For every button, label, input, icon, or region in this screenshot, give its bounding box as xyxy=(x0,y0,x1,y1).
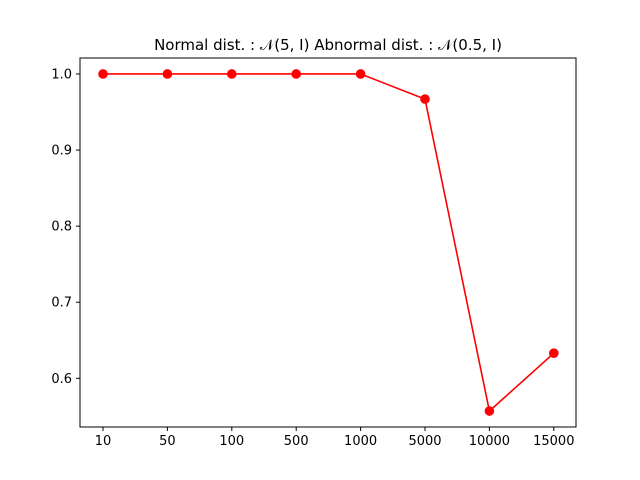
x-tick-label: 100 xyxy=(219,434,244,449)
plot-area-frame xyxy=(79,57,577,428)
x-tick-label: 1000 xyxy=(344,434,377,449)
x-tick-label: 10 xyxy=(95,434,112,449)
chart-title: Normal dist. : 𝒩(5, I) Abnormal dist. : … xyxy=(154,36,502,54)
series-line xyxy=(103,73,555,412)
x-axis: 10 50 100 500 1000 5000 10000 15000 xyxy=(95,427,574,449)
y-tick-label: 0.9 xyxy=(51,144,72,159)
x-tick-label: 500 xyxy=(284,434,309,449)
data-point xyxy=(549,348,559,359)
data-point xyxy=(420,94,430,104)
data-point xyxy=(355,69,366,79)
data-point xyxy=(227,69,237,79)
y-axis: 0.6 0.7 0.8 0.9 1.0 xyxy=(51,67,80,387)
y-tick-label: 0.8 xyxy=(51,220,72,235)
x-tick-label: 5000 xyxy=(408,434,441,449)
x-tick-label: 10000 xyxy=(469,434,510,449)
x-tick-label: 15000 xyxy=(533,434,574,449)
data-point xyxy=(98,69,108,79)
y-tick-label: 0.6 xyxy=(51,372,72,387)
data-point xyxy=(291,69,302,79)
y-tick-label: 1.0 xyxy=(51,67,72,82)
x-tick-label: 50 xyxy=(159,434,176,449)
data-point xyxy=(162,69,173,79)
y-tick-label: 0.7 xyxy=(51,296,72,311)
data-point xyxy=(484,406,495,416)
series-layer xyxy=(98,69,559,416)
